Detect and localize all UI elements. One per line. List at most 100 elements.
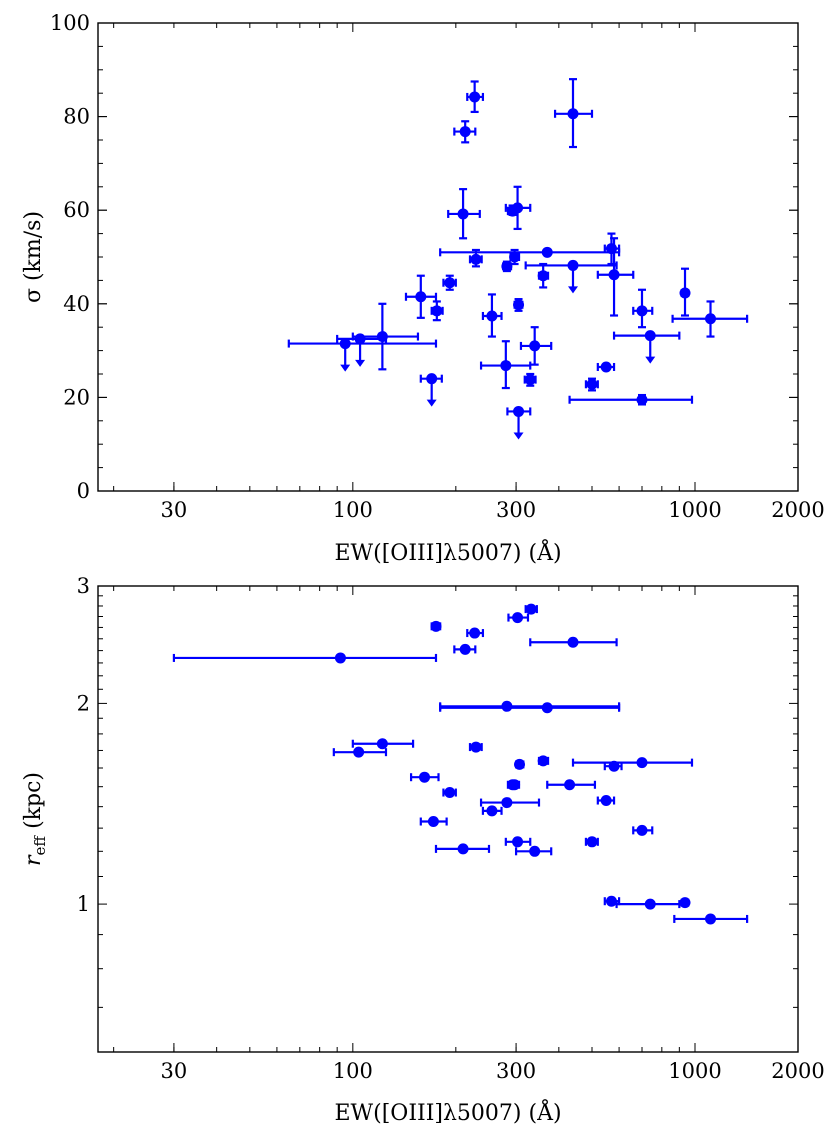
point-marker (500, 360, 512, 372)
reff-x-axis-label: EW([OIII]λ5007) (Å) (334, 1098, 561, 1126)
reff-data-point (466, 627, 485, 639)
reff-y-tick-label: 1 (77, 892, 90, 916)
reff-x-tick-label: 2000 (771, 1059, 824, 1083)
point-marker (514, 758, 526, 770)
point-marker (501, 797, 513, 809)
sigma-data-point (568, 393, 694, 406)
reff-data-point (571, 757, 694, 769)
sigma-data-point (479, 340, 532, 390)
point-marker (509, 251, 521, 263)
reff-data-point (596, 795, 616, 807)
reff-y-tick-label: 3 (77, 574, 90, 598)
point-marker (470, 741, 482, 753)
reff-x-tick-label: 100 (333, 1059, 373, 1083)
point-marker (644, 898, 656, 910)
point-marker (525, 603, 537, 615)
sigma-data-point (419, 373, 443, 407)
point-marker (486, 805, 498, 817)
sigma-data-point (504, 185, 532, 231)
reff-data-point (332, 746, 388, 758)
point-marker (636, 757, 648, 769)
sigma-x-axis-label: EW([OIII]λ5007) (Å) (334, 538, 561, 566)
reff-data-point (439, 702, 621, 714)
sigma-y-tick-label: 0 (77, 479, 90, 503)
reff-data-point (468, 741, 483, 753)
point-marker (353, 746, 365, 758)
sigma-x-tick-label: 300 (496, 498, 536, 522)
sigma-x-tick-label: 2000 (771, 498, 824, 522)
sigma-data-point (612, 330, 681, 364)
point-marker (459, 126, 471, 138)
sigma-data-point (671, 300, 749, 338)
sigma-data-point (468, 248, 483, 268)
point-marker (705, 313, 717, 325)
point-marker (431, 305, 443, 317)
reff-data-point (172, 652, 438, 664)
sigma-y-tick-label: 100 (50, 11, 90, 35)
reff-data-point (514, 845, 553, 857)
reff-tick-labels: 30 100 300 1000 2000 1 2 3 (77, 574, 825, 1083)
sigma-data-point (523, 372, 537, 387)
reff-data-point (481, 805, 503, 817)
sigma-data-point (509, 248, 521, 266)
sigma-data-point (519, 326, 553, 366)
reff-axes-ticks (98, 585, 799, 1053)
reff-x-tick-label: 300 (496, 1059, 536, 1083)
sigma-data-point (632, 288, 654, 329)
sigma-data-point (447, 188, 481, 240)
point-marker (541, 702, 553, 714)
point-marker (529, 340, 541, 352)
point-marker (605, 243, 617, 255)
sigma-data-point (466, 80, 485, 114)
sigma-data-point (513, 298, 525, 312)
sigma-y-tick-label: 40 (63, 292, 90, 316)
sigma-data-points (287, 78, 749, 440)
upper-limit-arrow-head (645, 356, 656, 364)
point-marker (600, 795, 612, 807)
reff-data-point (524, 603, 538, 615)
point-marker (512, 612, 524, 624)
point-marker (459, 643, 471, 655)
reff-data-point (430, 620, 442, 632)
sigma-data-point (404, 274, 438, 319)
reff-data-point (507, 612, 530, 624)
point-marker (567, 108, 579, 120)
reff-plot-frame (97, 585, 799, 1053)
reff-data-point (673, 913, 749, 925)
point-marker (354, 333, 366, 345)
point-marker (512, 836, 524, 848)
point-marker (705, 913, 717, 925)
reff-data-point (514, 758, 526, 770)
sigma-tick-labels: 30 100 300 1000 2000 0 20 40 60 80 100 (50, 11, 825, 522)
point-marker (537, 270, 549, 282)
point-marker (513, 299, 525, 311)
sigma-data-point (442, 274, 457, 291)
sigma-data-point (506, 405, 532, 440)
point-marker (608, 269, 620, 281)
upper-limit-arrow-head (513, 432, 524, 440)
sigma-data-point (481, 293, 503, 338)
sigma-x-tick-label: 30 (161, 498, 188, 522)
upper-limit-arrow-head (340, 364, 351, 372)
sigma-data-point (584, 377, 599, 392)
reff-data-points (172, 603, 749, 925)
sigma-plot-frame (97, 22, 799, 492)
reff-data-point (632, 824, 654, 836)
sigma-data-point (453, 120, 477, 144)
point-marker (524, 374, 536, 386)
upper-limit-arrow-head (355, 359, 366, 367)
reff-data-point (442, 787, 457, 799)
point-marker (430, 620, 442, 632)
reff-data-point (509, 779, 521, 791)
point-marker (501, 700, 513, 712)
point-marker (427, 816, 439, 828)
reff-data-point (409, 771, 440, 783)
point-marker (457, 843, 469, 855)
reff-y-axis-label: reff (kpc) (21, 772, 49, 866)
point-marker (605, 895, 617, 907)
point-marker (376, 738, 388, 750)
sigma-x-tick-label: 1000 (668, 498, 721, 522)
point-marker (419, 771, 431, 783)
upper-limit-arrow-head (426, 399, 437, 407)
